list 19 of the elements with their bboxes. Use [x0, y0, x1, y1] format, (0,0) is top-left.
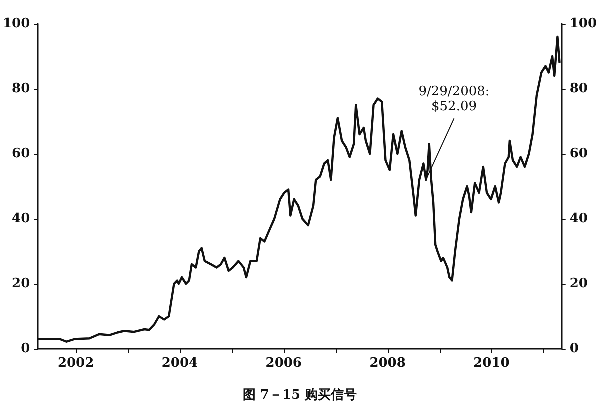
y-tick-label: 40: [12, 212, 30, 226]
annotation: 9/29/2008: $52.09: [418, 84, 490, 115]
y2-tick-label: 80: [570, 82, 588, 96]
text: 图 7－15 购买信号: [242, 388, 358, 403]
y2-tick-label: 100: [570, 16, 598, 32]
y2-tick-label: 0: [570, 342, 579, 356]
x-tick-label: 2002: [58, 356, 94, 371]
y-tick-label: 20: [12, 276, 30, 292]
x-tick-label: 2006: [266, 356, 302, 371]
y-tick-label: 80: [12, 82, 30, 96]
x-tick-label: 2010: [474, 356, 510, 371]
y2-tick-label: 20: [570, 276, 588, 292]
y-tick-label: 0: [21, 342, 30, 356]
y2-tick-label: 60: [570, 146, 588, 162]
y-tick-label: 100: [2, 16, 30, 32]
y2-tick-label: 40: [570, 212, 588, 226]
x-tick-label: 2008: [370, 356, 406, 371]
x-tick-label: 2004: [162, 356, 198, 371]
y-tick-label: 60: [12, 146, 30, 162]
